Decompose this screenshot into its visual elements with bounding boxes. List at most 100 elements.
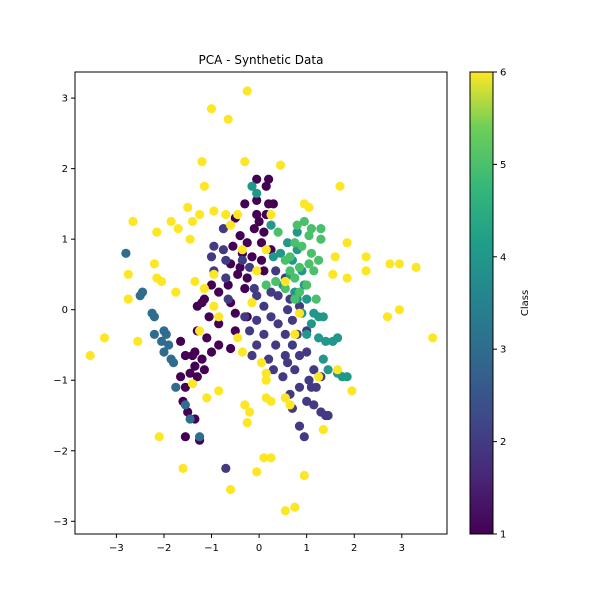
data-point — [266, 312, 276, 322]
data-point — [275, 160, 286, 170]
data-point — [259, 266, 269, 276]
colorbar-label: Class — [520, 290, 531, 316]
data-point — [314, 372, 324, 382]
x-tick-label: 3 — [399, 543, 405, 554]
data-point — [361, 252, 371, 262]
y-tick-label: 3 — [62, 94, 68, 105]
data-point — [294, 421, 305, 431]
data-point — [245, 407, 255, 417]
data-point — [202, 333, 212, 343]
data-point — [306, 224, 316, 234]
data-point — [342, 273, 352, 283]
data-point — [304, 202, 314, 212]
data-point — [237, 347, 247, 357]
data-point — [318, 354, 328, 364]
data-point — [302, 329, 312, 339]
data-point — [214, 319, 224, 329]
data-point — [183, 407, 193, 417]
data-point — [221, 255, 231, 265]
data-point — [199, 283, 209, 294]
axis-ticks: −3 −2 −1 0 1 2 3 −3 −2 −1 0 1 2 3 — [53, 94, 405, 554]
data-point — [266, 220, 276, 230]
data-point — [180, 400, 190, 410]
data-point — [290, 294, 300, 304]
data-point — [223, 280, 233, 290]
data-point — [309, 365, 319, 375]
data-point — [223, 114, 233, 124]
data-point — [209, 301, 219, 311]
data-point — [235, 262, 245, 272]
data-point — [187, 216, 198, 227]
data-point — [237, 255, 247, 265]
data-point — [335, 181, 345, 191]
data-point — [259, 227, 269, 237]
data-point — [197, 157, 207, 167]
data-point — [273, 291, 283, 301]
data-point — [280, 506, 290, 516]
data-point — [271, 340, 281, 350]
data-point — [199, 181, 209, 191]
data-point — [292, 227, 302, 237]
data-point — [221, 209, 231, 220]
y-tick-label: −2 — [53, 446, 68, 457]
data-point — [195, 432, 205, 442]
data-point — [180, 432, 190, 442]
data-point — [306, 248, 316, 258]
data-point — [280, 329, 290, 339]
data-point — [394, 305, 404, 315]
data-point — [261, 375, 271, 385]
data-point — [247, 181, 257, 191]
data-point — [302, 294, 312, 304]
data-point — [187, 350, 198, 361]
data-point — [149, 259, 159, 269]
data-point — [233, 209, 243, 220]
data-point — [266, 396, 276, 406]
data-point — [152, 227, 162, 237]
data-point — [309, 266, 319, 276]
data-point — [240, 157, 250, 167]
data-point — [394, 259, 404, 269]
data-point — [230, 308, 240, 318]
data-point — [135, 291, 145, 301]
colorbar — [469, 71, 494, 535]
data-point — [178, 463, 188, 473]
data-point — [218, 245, 228, 255]
data-point — [294, 382, 305, 392]
data-point — [157, 276, 167, 287]
data-point — [185, 414, 195, 424]
data-point — [164, 340, 174, 350]
data-point — [128, 216, 138, 227]
data-point — [411, 262, 421, 272]
data-point — [214, 312, 224, 322]
data-point — [318, 425, 328, 435]
data-point — [294, 262, 305, 272]
data-point — [176, 336, 186, 346]
colorbar-tick-label: 4 — [500, 252, 506, 263]
data-point — [261, 368, 271, 378]
data-point — [294, 301, 305, 311]
points-layer — [85, 86, 438, 516]
colorbar-tick-label: 3 — [500, 345, 506, 356]
data-point — [294, 308, 305, 318]
data-point — [302, 280, 312, 290]
data-point — [428, 333, 438, 343]
data-point — [280, 283, 290, 294]
data-point — [214, 386, 224, 396]
data-point — [299, 216, 309, 227]
data-point — [287, 340, 297, 350]
data-point — [223, 294, 233, 304]
data-point — [204, 312, 214, 322]
data-point — [176, 372, 186, 382]
data-point — [314, 255, 324, 265]
data-point — [273, 319, 283, 329]
data-point — [268, 252, 278, 262]
data-point — [287, 315, 297, 325]
data-point — [192, 301, 202, 311]
data-point — [123, 294, 133, 304]
colorbar-tick-label: 5 — [500, 160, 506, 171]
data-point — [280, 276, 290, 287]
data-point — [154, 432, 164, 442]
chart-title: PCA - Synthetic Data — [199, 53, 324, 67]
data-point — [259, 453, 269, 463]
data-point — [290, 365, 300, 375]
